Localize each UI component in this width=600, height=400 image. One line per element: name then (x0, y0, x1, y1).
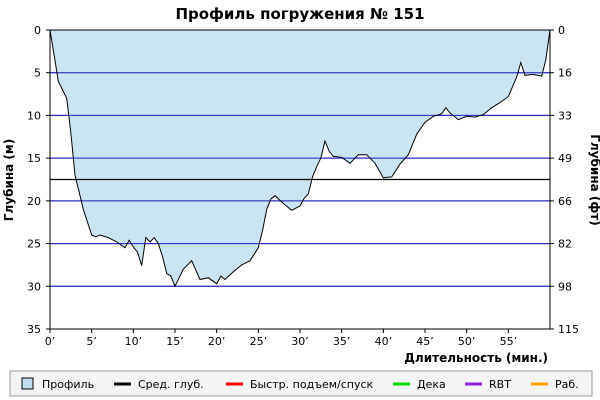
legend-label: RBT (489, 378, 511, 391)
y-left-tick-label: 0 (34, 24, 41, 37)
y-axis-left-title: Глубина (м) (2, 139, 16, 221)
legend-label: Профиль (42, 378, 94, 391)
y-right-tick-label: 33 (558, 109, 572, 122)
legend-swatch-profile (21, 377, 34, 390)
y-left-tick-label: 10 (27, 109, 41, 122)
x-tick-label: 15’ (166, 335, 184, 348)
y-axis-right-ticks: 0 16 33 49 66 82 98 115 (550, 24, 579, 336)
profile-line (49, 29, 551, 288)
y-left-tick-label: 20 (27, 195, 41, 208)
y-right-tick-label: 82 (558, 238, 572, 251)
legend: Профиль Сред. глуб. Быстр. подъем/спуск Дек… (9, 370, 593, 397)
legend-box (9, 370, 593, 397)
y-axis-left-ticks: 0 5 10 15 20 25 30 35 (27, 24, 50, 336)
legend-label: Сред. глуб. (138, 378, 204, 391)
x-tick-label: 5’ (86, 335, 97, 348)
y-axis-right-title: Глубина (фт) (588, 134, 600, 225)
y-right-tick-label: 115 (558, 323, 579, 336)
x-tick-label: 45’ (416, 335, 434, 348)
x-tick-label: 40’ (375, 335, 393, 348)
x-tick-label: 0’ (45, 335, 56, 348)
y-left-tick-label: 35 (27, 323, 41, 336)
x-axis-ticks: 0’ 5’ 10’ 15’ 20’ 25’ 30’ 35’ 40’ 45’ 50’ 55’ (45, 329, 517, 348)
x-tick-label: 35’ (333, 335, 351, 348)
chart-title: Профиль погружения № 151 (175, 5, 424, 23)
y-right-tick-label: 49 (558, 152, 572, 165)
y-left-tick-label: 30 (27, 280, 41, 293)
y-left-tick-label: 15 (27, 152, 41, 165)
legend-label: Раб. (555, 378, 579, 391)
x-axis-title: Длительность (мин.) (404, 351, 548, 365)
y-left-tick-label: 5 (34, 67, 41, 80)
x-tick-label: 10’ (125, 335, 143, 348)
x-tick-label: 50’ (458, 335, 476, 348)
profile-area (49, 29, 551, 288)
x-tick-label: 55’ (500, 335, 518, 348)
x-tick-label: 30’ (291, 335, 309, 348)
legend-label: Дека (417, 378, 446, 391)
legend-label: Быстр. подъем/спуск (250, 378, 374, 391)
x-tick-label: 25’ (250, 335, 268, 348)
y-right-tick-label: 16 (558, 67, 572, 80)
y-right-tick-label: 66 (558, 195, 572, 208)
y-right-tick-label: 0 (558, 24, 565, 37)
y-right-tick-label: 98 (558, 280, 572, 293)
x-tick-label: 20’ (208, 335, 226, 348)
y-left-tick-label: 25 (27, 238, 41, 251)
